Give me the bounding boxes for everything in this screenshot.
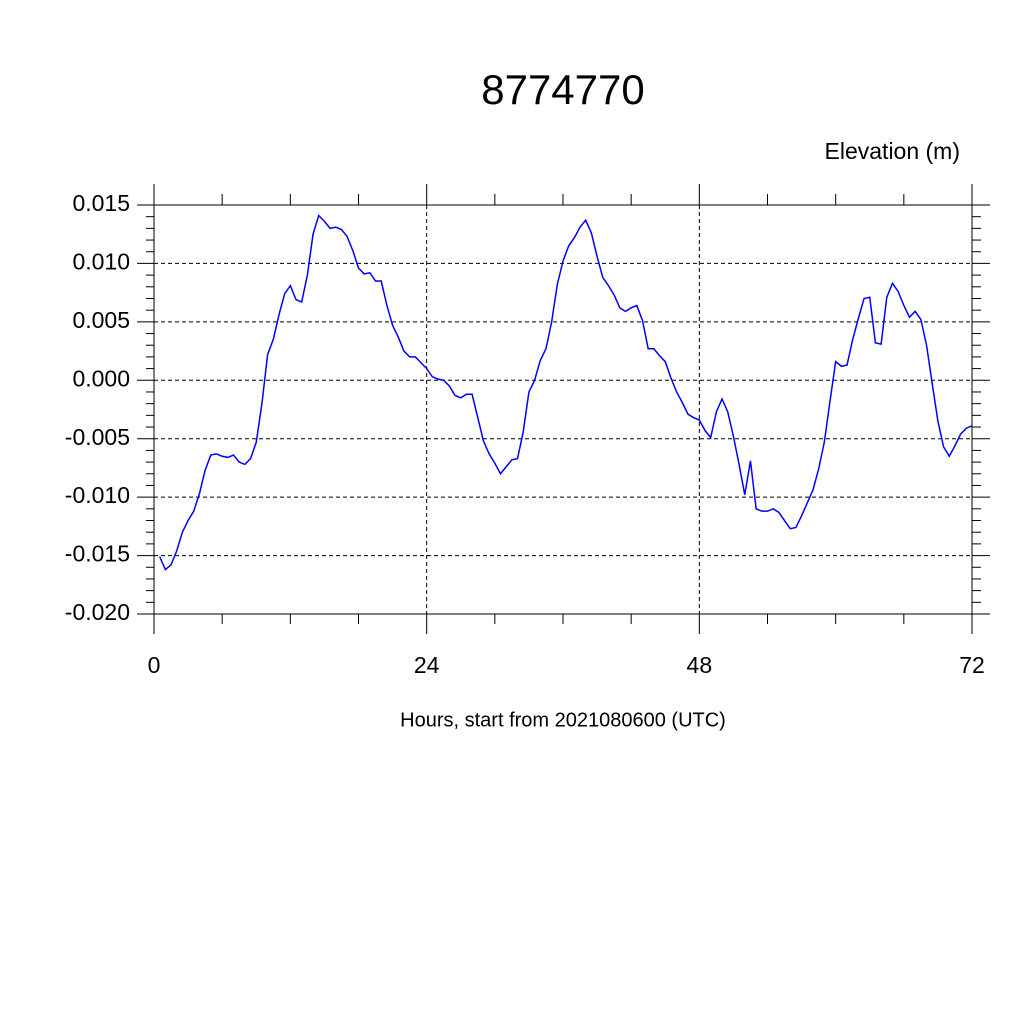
chart-title: 8774770 — [481, 66, 645, 113]
y-tick-label: -0.005 — [65, 424, 130, 450]
y-tick-label: 0.000 — [72, 365, 130, 391]
y-tick-label: -0.015 — [65, 541, 130, 567]
x-axis-label: Hours, start from 2021080600 (UTC) — [400, 709, 726, 731]
plot-frame — [153, 204, 973, 615]
data-line — [158, 214, 973, 571]
y-axis-label: Elevation (m) — [825, 138, 960, 164]
y-tick-label: 0.005 — [72, 307, 130, 333]
y-tick-label: 0.015 — [72, 190, 130, 216]
x-tick-label: 72 — [959, 652, 985, 678]
y-tick-label: 0.010 — [72, 249, 130, 275]
y-tick-label: -0.020 — [65, 599, 130, 625]
y-tick-label: -0.010 — [65, 482, 130, 508]
x-tick-label: 24 — [414, 652, 440, 678]
x-tick-label: 48 — [687, 652, 713, 678]
x-tick-label: 0 — [148, 652, 161, 678]
